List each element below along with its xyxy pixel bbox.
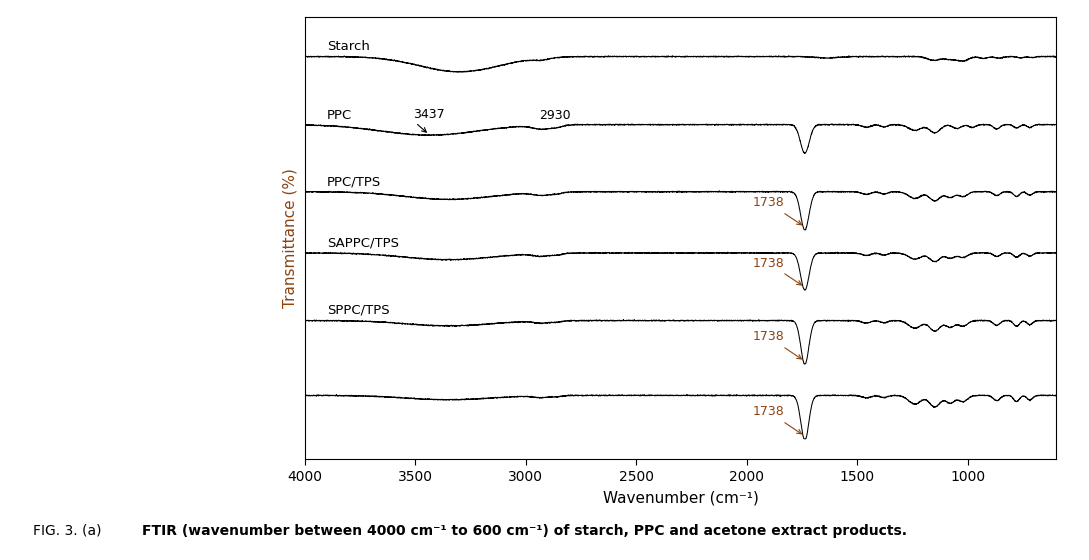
- Text: 3437: 3437: [414, 108, 445, 122]
- Text: 1738: 1738: [752, 256, 802, 285]
- Text: 1738: 1738: [752, 330, 802, 359]
- Text: SPPC/TPS: SPPC/TPS: [327, 304, 390, 317]
- Text: 1738: 1738: [752, 197, 802, 225]
- Y-axis label: Transmittance (%): Transmittance (%): [283, 168, 298, 308]
- Text: Starch: Starch: [327, 40, 370, 53]
- Text: FTIR (wavenumber between 4000 cm⁻¹ to 600 cm⁻¹) of starch, PPC and acetone extra: FTIR (wavenumber between 4000 cm⁻¹ to 60…: [142, 524, 906, 538]
- Text: 2930: 2930: [539, 109, 571, 122]
- Text: SAPPC/TPS: SAPPC/TPS: [327, 237, 399, 250]
- Text: 1738: 1738: [752, 405, 802, 434]
- Text: FIG. 3. (a): FIG. 3. (a): [33, 524, 106, 538]
- Text: PPC: PPC: [327, 109, 352, 123]
- X-axis label: Wavenumber (cm⁻¹): Wavenumber (cm⁻¹): [602, 491, 759, 506]
- Text: PPC/TPS: PPC/TPS: [327, 175, 381, 189]
